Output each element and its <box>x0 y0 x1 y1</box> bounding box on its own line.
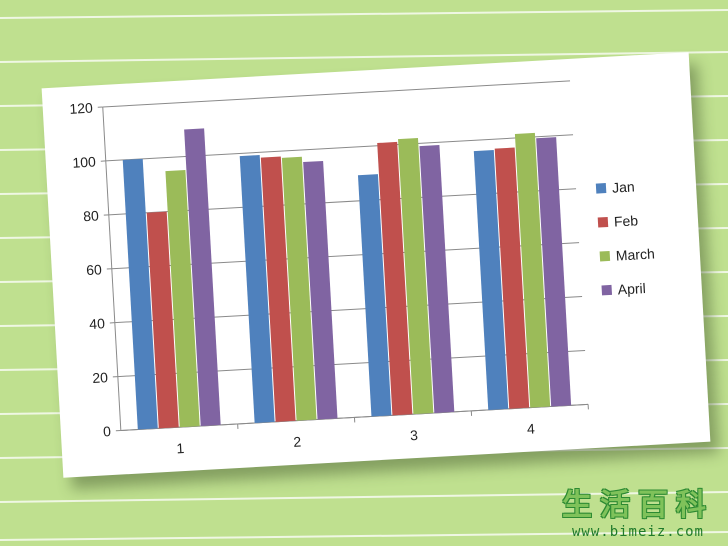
y-tick-label: 60 <box>86 261 103 278</box>
bar-april-1 <box>184 128 221 427</box>
y-tick-label: 20 <box>92 369 109 386</box>
watermark-title: 生活百科 <box>562 488 714 523</box>
x-tick-label: 2 <box>293 433 302 449</box>
legend-label-jan: Jan <box>612 178 635 195</box>
bar-april-3 <box>419 144 455 413</box>
bar-jan-1 <box>122 158 158 430</box>
gridline <box>102 80 571 108</box>
legend-swatch-feb <box>597 216 609 228</box>
bar-feb-3 <box>377 141 413 416</box>
bar-april-4 <box>536 137 572 407</box>
bar-march-1 <box>165 169 200 428</box>
legend-label-march: March <box>615 245 655 263</box>
x-tick-label: 4 <box>527 420 536 436</box>
y-tick-label: 80 <box>83 207 100 224</box>
bar-jan-3 <box>357 174 392 417</box>
gridline <box>105 134 574 162</box>
legend-label-april: April <box>617 280 646 298</box>
legend-swatch-jan <box>595 183 607 194</box>
bar-chart: 0 20 40 60 80 100 120 1 2 3 4 Jan Feb March April <box>69 80 655 456</box>
legend-swatch-april <box>601 284 613 296</box>
chart-card: 0 20 40 60 80 100 120 1 2 3 4 Jan Feb March April <box>41 52 711 478</box>
x-tick-label: 3 <box>410 427 419 443</box>
bar-feb-2 <box>260 156 296 422</box>
legend-label-feb: Feb <box>614 212 639 229</box>
y-tick-label: 100 <box>72 153 96 170</box>
legend-swatch-march <box>599 250 611 262</box>
y-tick-label: 40 <box>89 315 106 332</box>
y-tick-label: 0 <box>103 423 112 439</box>
x-tick-label: 1 <box>176 440 185 456</box>
y-axis <box>102 106 122 431</box>
bar-jan-2 <box>239 155 275 424</box>
watermark-url: www.bimeiz.com <box>571 524 704 540</box>
bar-feb-1 <box>146 211 179 429</box>
bar-march-3 <box>398 138 434 415</box>
bar-april-2 <box>303 160 338 420</box>
watermark: 生活百科 www.bimeiz.com <box>562 480 714 540</box>
bar-march-2 <box>281 156 317 421</box>
bar-feb-4 <box>494 147 530 409</box>
y-tick-label: 120 <box>69 100 93 117</box>
bar-march-4 <box>514 132 551 408</box>
bar-jan-4 <box>473 150 509 410</box>
